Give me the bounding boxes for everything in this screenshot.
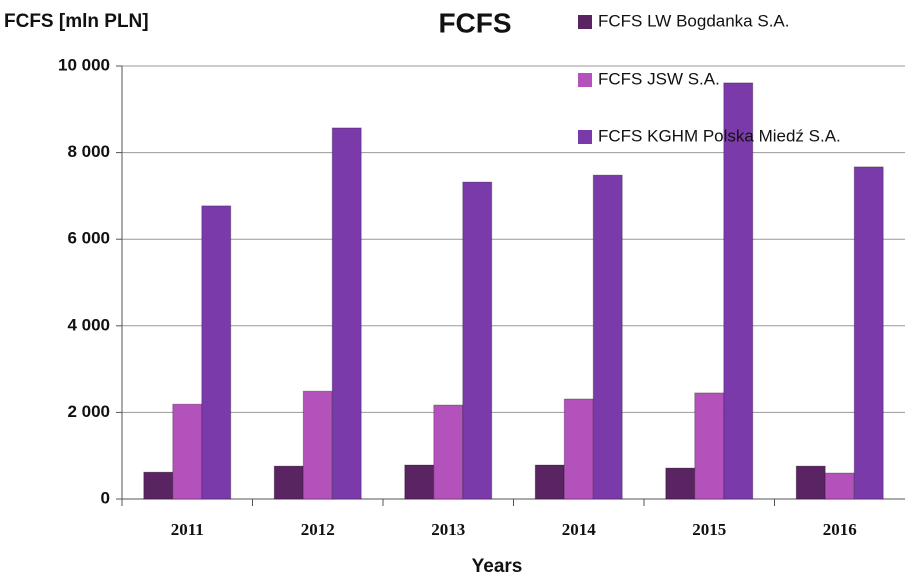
y-tick-label: 4 000 [67,315,110,334]
bar [694,392,725,500]
bar [723,82,754,500]
x-tick-label: 2013 [431,520,465,539]
chart-title: FCFS [438,7,511,38]
x-axis-label: Years [472,556,523,577]
legend-swatch [578,73,592,87]
x-tick-label: 2015 [692,520,726,539]
legend-label: FCFS LW Bogdanka S.A. [598,11,789,30]
bar [795,465,826,500]
bar [534,464,565,500]
bar [824,472,855,500]
y-axis-label: FCFS [mln PLN] [4,11,149,32]
y-tick-label: 2 000 [67,402,110,421]
bar [302,390,333,500]
legend-label: FCFS JSW S.A. [598,69,720,88]
bar [143,471,174,500]
x-tick-label: 2016 [823,520,857,539]
x-tick-label: 2014 [562,520,597,539]
bar [273,465,304,500]
legend-swatch [578,15,592,29]
y-tick-label: 10 000 [58,55,110,74]
bar [172,403,203,500]
bar [462,181,493,500]
bar [331,127,362,500]
bar [404,464,435,500]
bar [563,398,594,500]
y-tick-label: 0 [101,488,110,507]
x-tick-label: 2012 [301,520,335,539]
y-tick-label: 6 000 [67,229,110,248]
bar [201,205,232,500]
legend-swatch [578,130,592,144]
bar [853,166,884,500]
bar [665,467,696,500]
x-tick-label: 2011 [171,520,204,539]
legend-label: FCFS KGHM Polska Miedź S.A. [598,126,841,145]
y-tick-label: 8 000 [67,142,110,161]
bar [433,404,464,500]
bar [592,174,623,500]
